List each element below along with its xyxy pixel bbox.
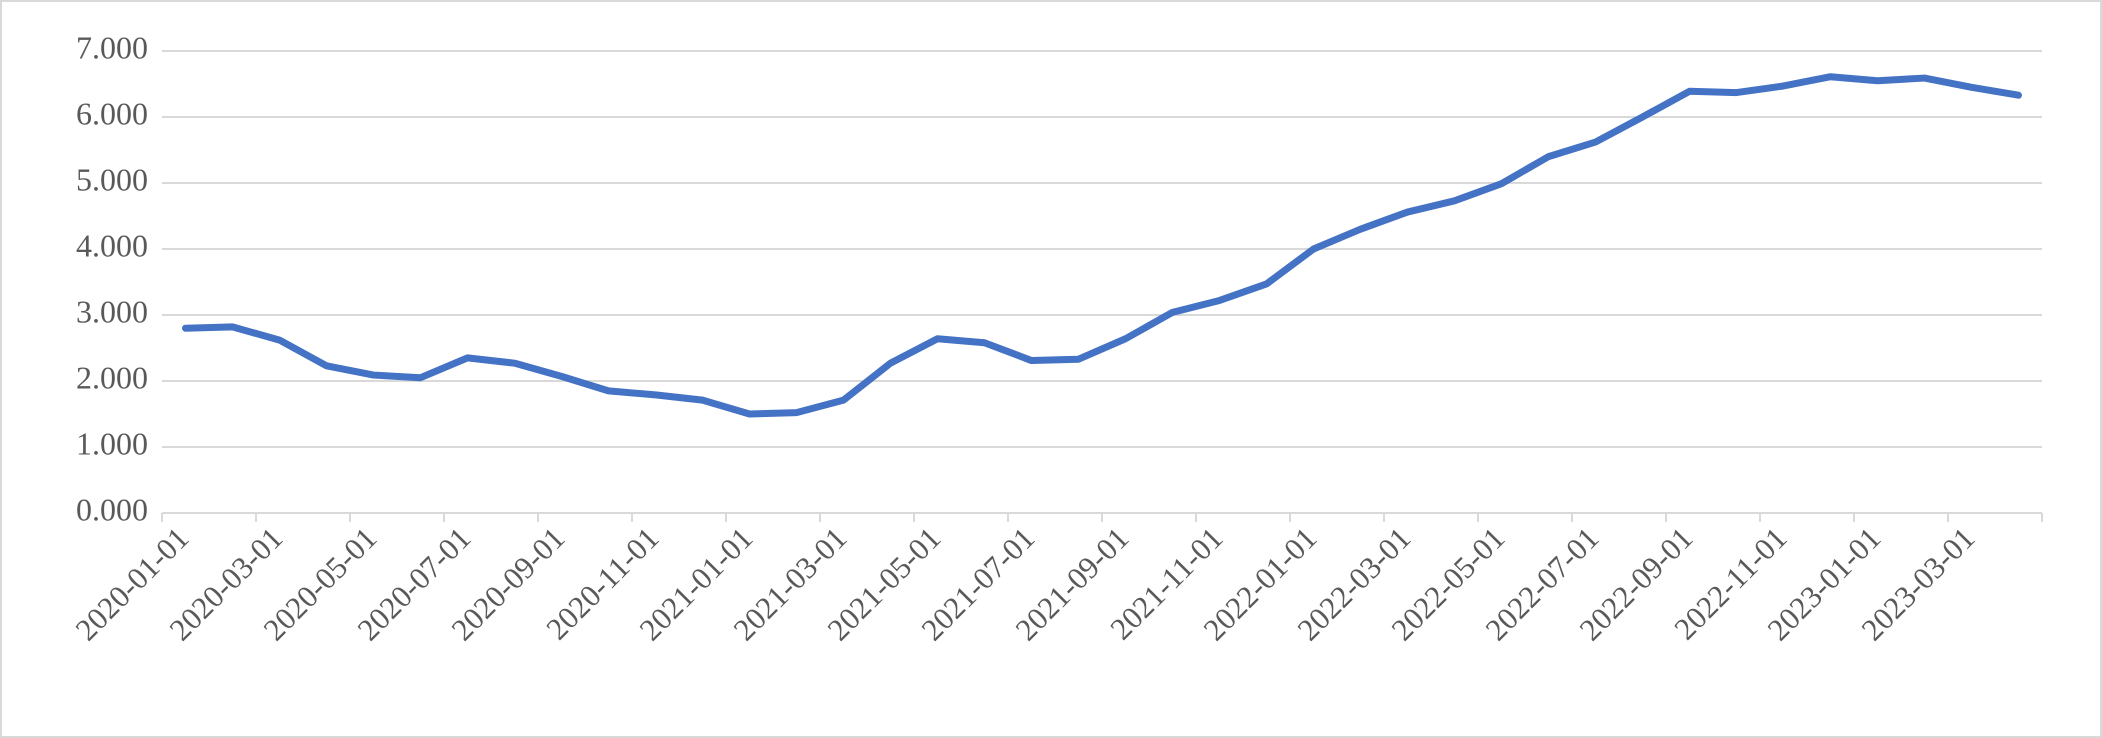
- y-tick-label: 2.000: [76, 359, 148, 395]
- y-tick-label: 5.000: [76, 161, 148, 197]
- y-tick-label: 0.000: [76, 491, 148, 527]
- y-tick-label: 3.000: [76, 293, 148, 329]
- y-tick-label: 6.000: [76, 95, 148, 131]
- y-tick-label: 4.000: [76, 227, 148, 263]
- y-tick-label: 1.000: [76, 425, 148, 461]
- y-tick-label: 7.000: [76, 29, 148, 65]
- data-line: [182, 73, 2022, 418]
